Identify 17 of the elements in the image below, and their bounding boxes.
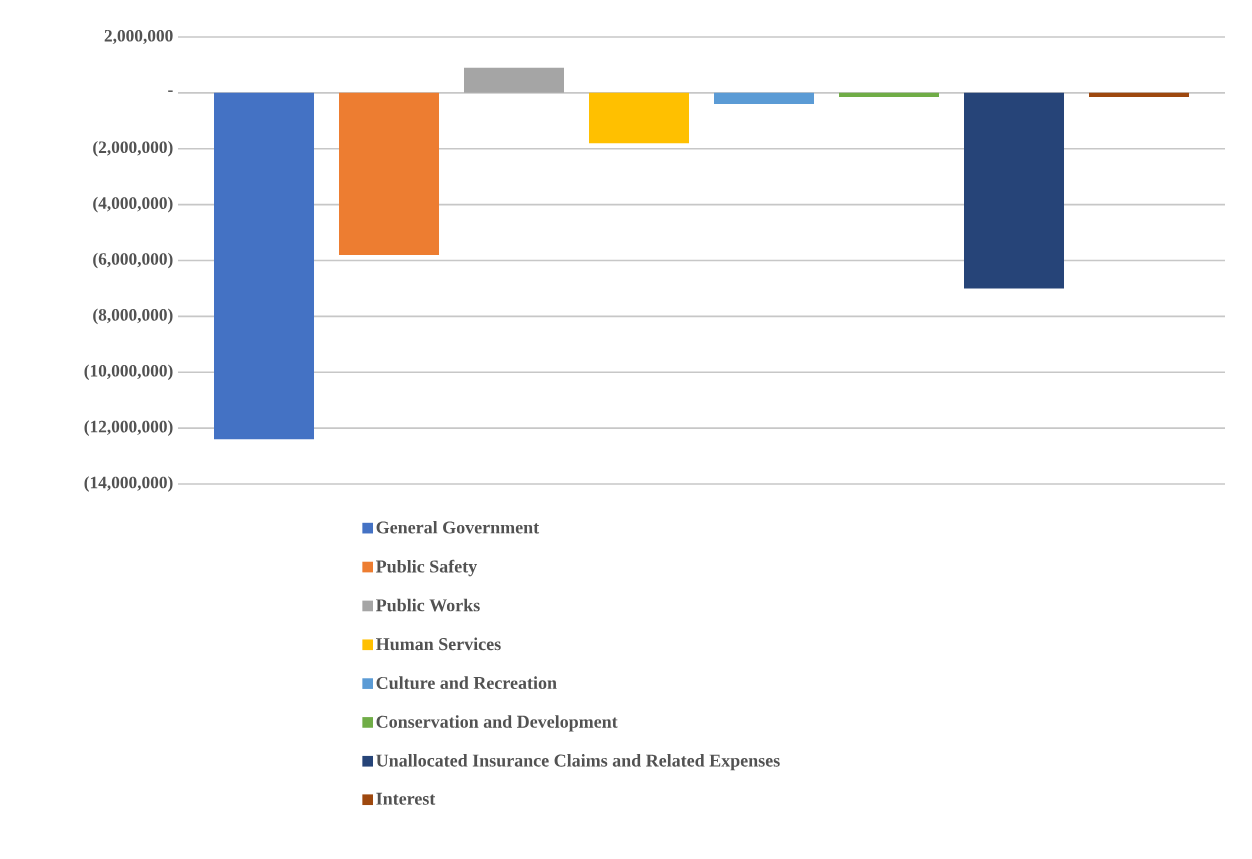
y-tick-label: (2,000,000) — [93, 140, 173, 157]
legend-label: Public Works — [376, 598, 480, 612]
legend-label: Public Safety — [376, 559, 478, 577]
y-tick-label: 2,000,000 — [104, 29, 173, 45]
y-tick-label: (8,000,000) — [93, 308, 173, 325]
y-tick-label: - — [168, 90, 173, 92]
legend-label: Interest — [376, 792, 436, 805]
legend-label: Conservation and Development — [376, 715, 618, 732]
legend-label: Culture and Recreation — [376, 676, 557, 690]
y-tick-label: (10,000,000) — [84, 364, 173, 381]
legend-label: Unallocated Insurance Claims and Related Expenses — [376, 754, 780, 771]
legend-label: General Government — [376, 520, 540, 534]
y-tick-label: (14,000,000) — [84, 476, 173, 492]
legend-label: Human Services — [376, 637, 501, 651]
y-tick-label: (6,000,000) — [93, 252, 173, 269]
y-tick-label: (4,000,000) — [93, 196, 173, 213]
y-tick-label: (12,000,000) — [84, 420, 173, 436]
